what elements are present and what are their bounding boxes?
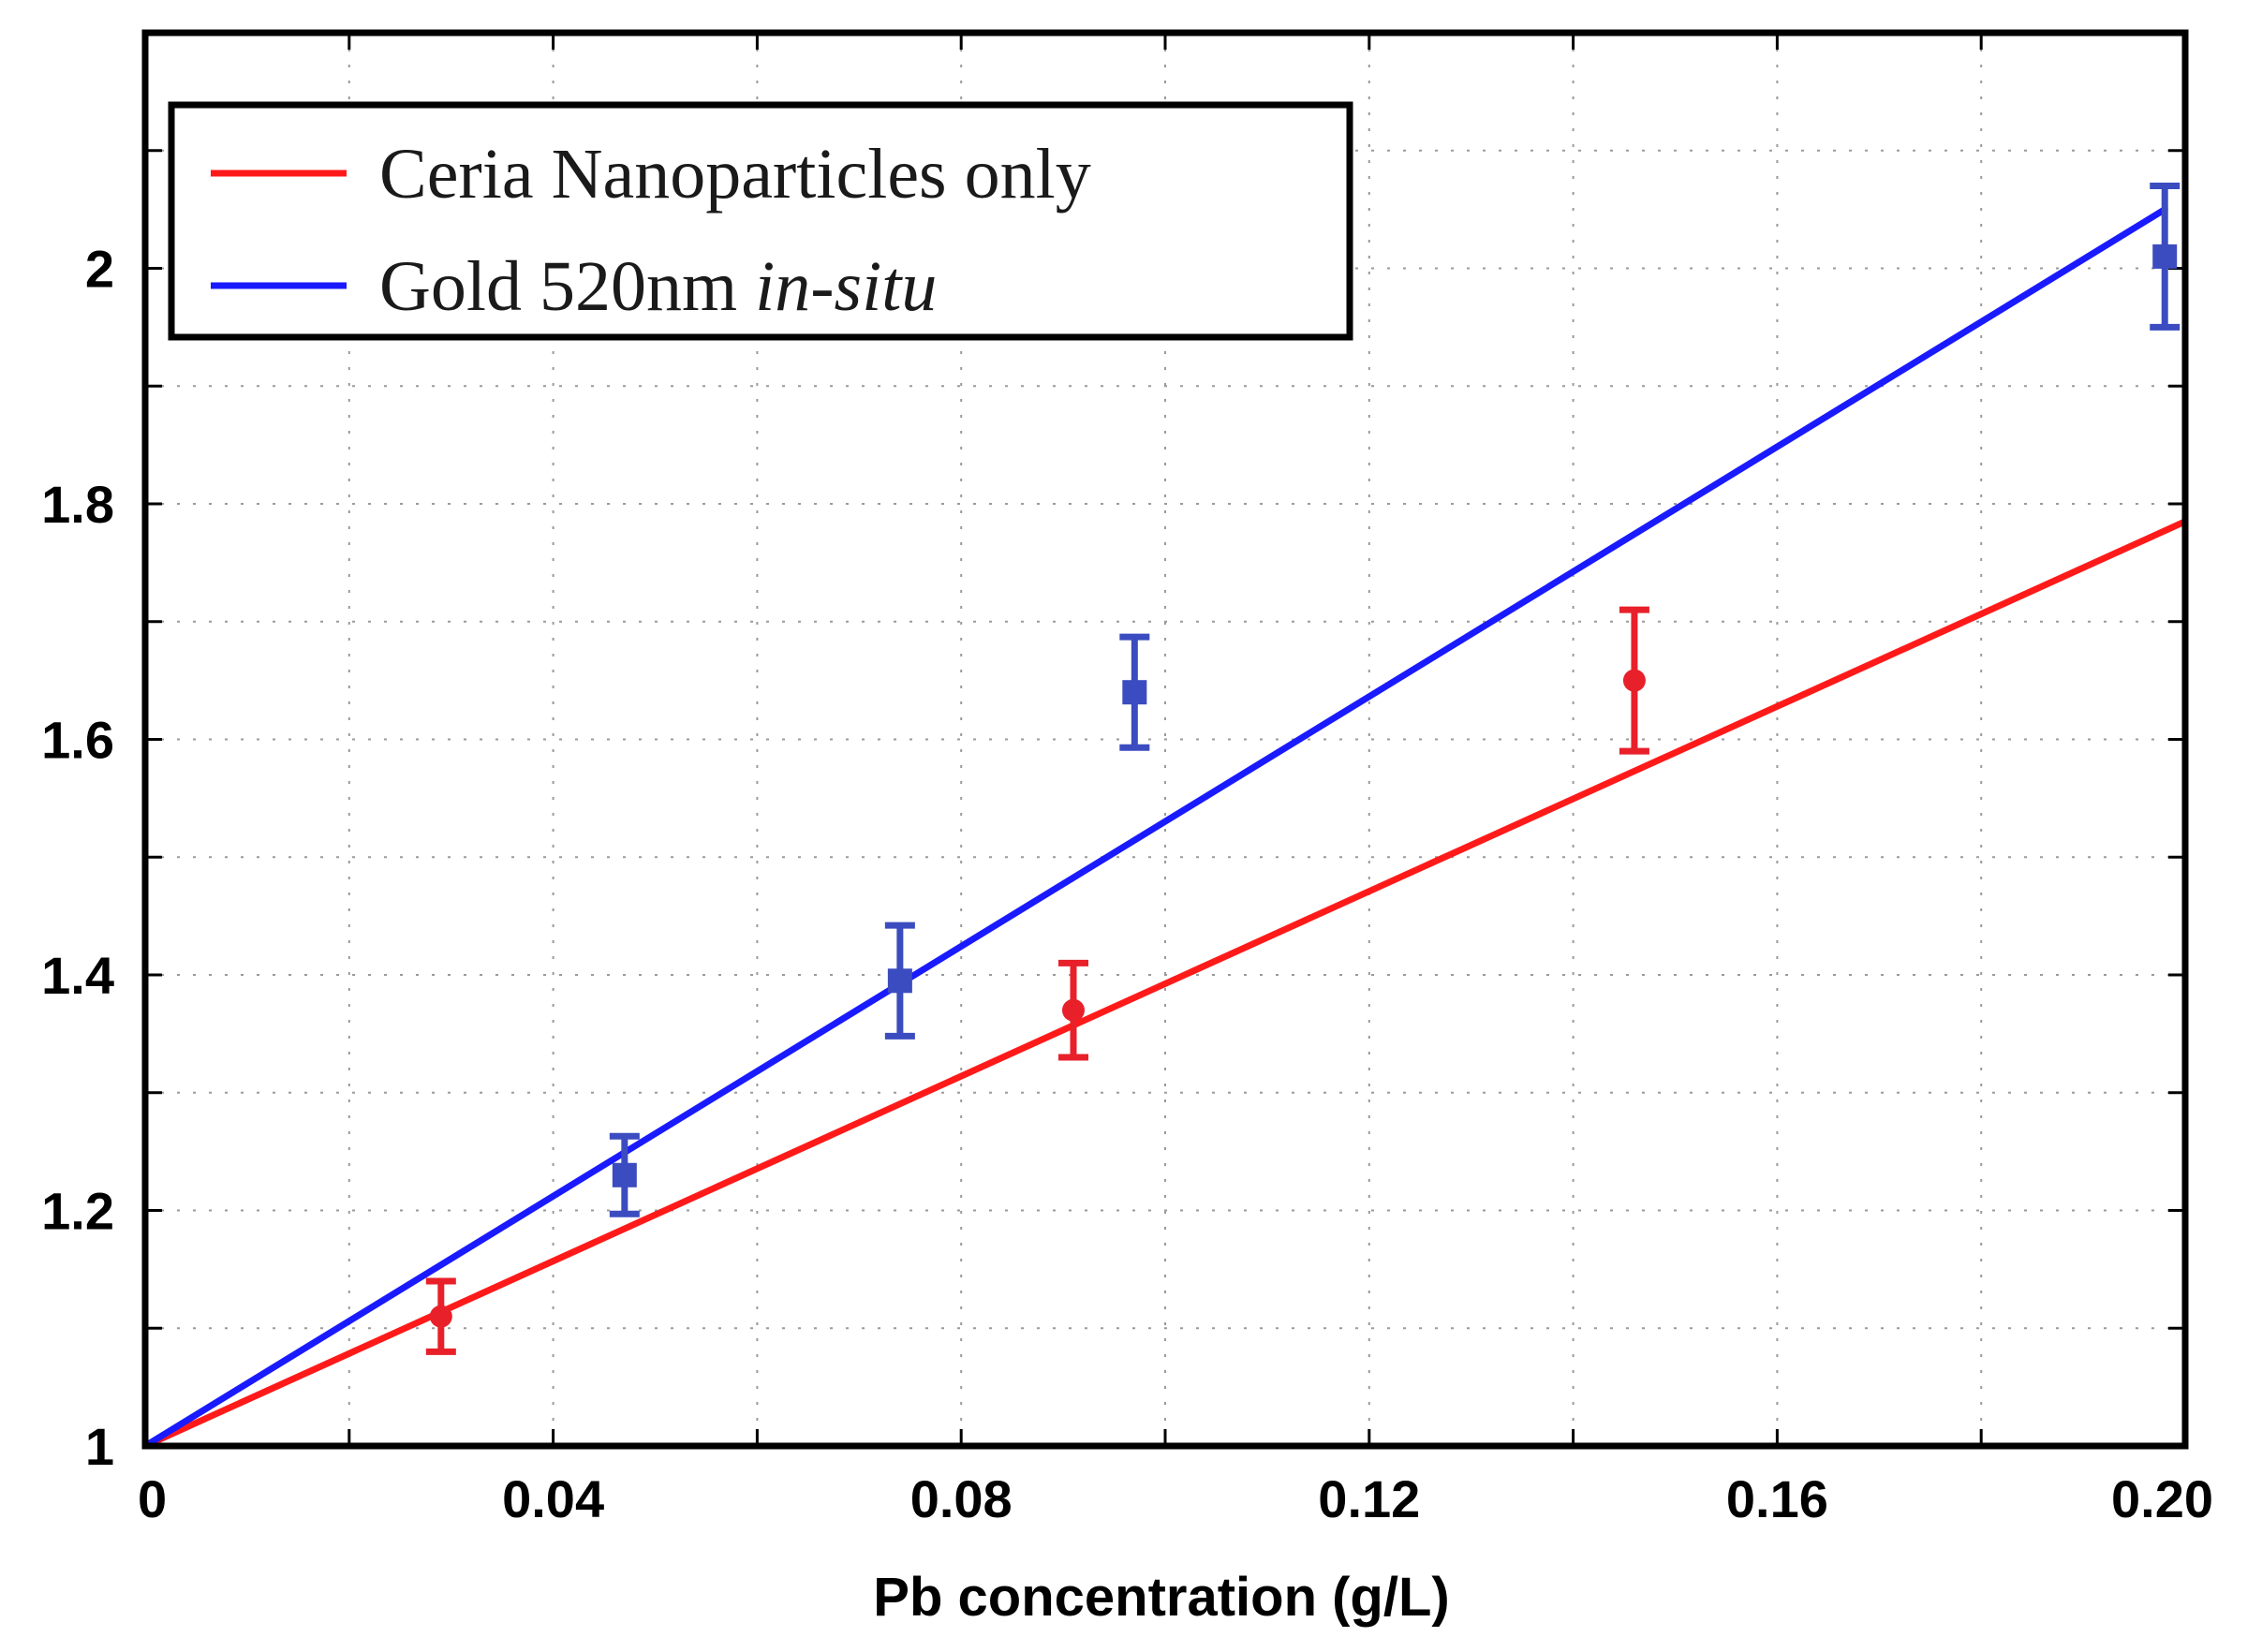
plot-frame xyxy=(141,29,2189,1450)
legend-label-text: Gold 520nm xyxy=(379,247,755,326)
legend-label-italic: in-situ xyxy=(755,247,937,326)
data-point-gold xyxy=(609,1132,640,1217)
marker-square xyxy=(887,968,912,994)
data-point-ceria xyxy=(1619,606,1649,755)
marker-square xyxy=(1122,680,1147,705)
marker-circle xyxy=(1622,669,1646,692)
fit-line-ceria xyxy=(141,518,2189,1450)
legend-label-ceria: Ceria Nanoparticles only xyxy=(379,135,1091,214)
y-tick-label: 1 xyxy=(85,1417,114,1476)
data-point-ceria xyxy=(425,1277,456,1355)
x-axis-title: Pb concentration (g/L) xyxy=(873,1567,1449,1628)
data-point-gold xyxy=(884,922,915,1040)
legend-label-gold: Gold 520nm in-situ xyxy=(379,247,937,326)
x-tick-label: 0 xyxy=(138,1469,167,1528)
marker-square xyxy=(612,1162,637,1187)
legend: Ceria Nanoparticles only Gold 520nm in-si… xyxy=(168,101,1353,341)
fit-lines xyxy=(141,206,2189,1450)
x-tick-label: 0.04 xyxy=(502,1469,604,1528)
data-point-ceria xyxy=(1057,959,1088,1061)
data-point-gold xyxy=(1119,633,1150,751)
data-points xyxy=(425,182,2181,1355)
marker-circle xyxy=(429,1305,452,1328)
y-tick-label: 1.6 xyxy=(41,711,114,770)
x-tick-label: 0.16 xyxy=(1726,1469,1828,1528)
y-tick-label: 1.8 xyxy=(41,475,114,534)
marker-circle xyxy=(1061,998,1085,1022)
x-tick-label: 0.08 xyxy=(910,1469,1013,1528)
y-tick-label: 1.2 xyxy=(41,1182,114,1241)
y-tick-label: 1.4 xyxy=(41,946,114,1005)
marker-square xyxy=(2152,243,2178,269)
data-point-gold xyxy=(2150,182,2181,331)
legend-box xyxy=(168,101,1353,341)
x-tick-label: 0.20 xyxy=(2111,1469,2213,1528)
legend-label-text: Ceria Nanoparticles only xyxy=(379,135,1091,214)
x-tick-label: 0.12 xyxy=(1318,1469,1420,1528)
fit-line-gold xyxy=(141,206,2168,1450)
y-tick-label: 2 xyxy=(85,240,114,299)
